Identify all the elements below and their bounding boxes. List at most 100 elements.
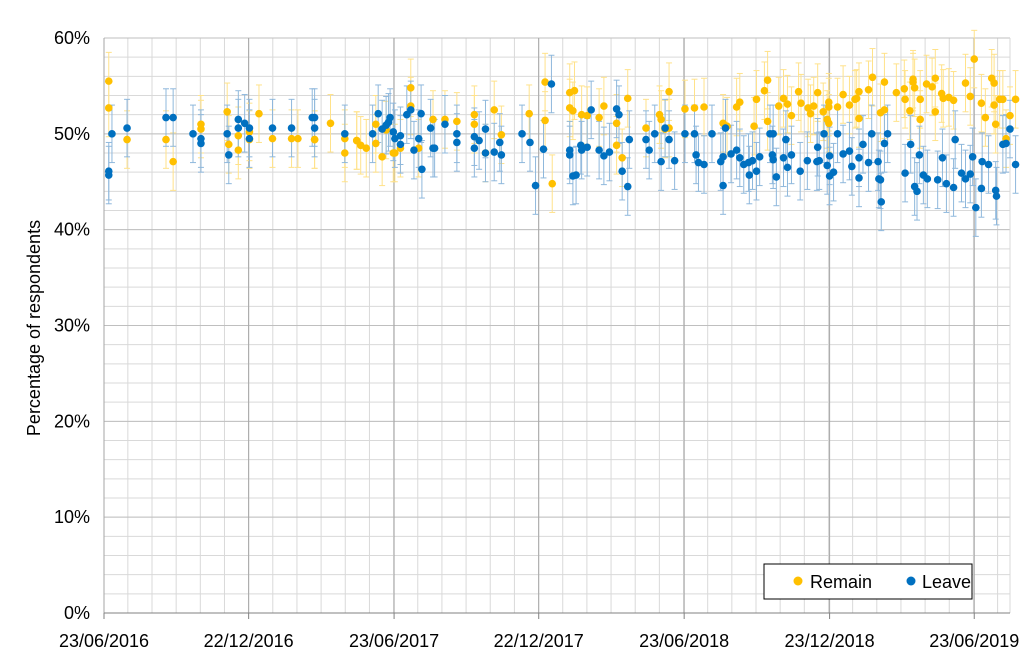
point-leave	[475, 136, 483, 145]
point-remain	[453, 117, 461, 126]
point-remain	[541, 78, 549, 86]
point-remain	[470, 110, 479, 119]
point-leave	[665, 135, 673, 144]
point-leave	[410, 146, 418, 154]
point-remain	[855, 87, 863, 96]
point-remain	[490, 106, 499, 114]
point-leave	[650, 130, 659, 138]
point-remain	[642, 124, 650, 132]
point-remain	[389, 149, 398, 157]
point-leave	[618, 167, 626, 176]
point-remain	[372, 120, 380, 129]
point-leave	[605, 148, 614, 156]
y-axis-title: Percentage of respondents	[24, 220, 44, 436]
point-remain	[852, 94, 861, 103]
point-remain	[892, 88, 901, 97]
point-leave	[645, 146, 653, 154]
point-leave	[490, 148, 499, 156]
point-leave	[992, 192, 1001, 200]
point-leave	[368, 130, 377, 138]
point-leave	[923, 175, 932, 183]
point-leave	[341, 130, 349, 138]
point-remain	[268, 134, 277, 143]
point-leave	[224, 151, 233, 159]
x-tick-label: 23/12/2018	[785, 631, 875, 651]
point-leave	[600, 152, 608, 160]
x-tick-label: 23/06/2016	[59, 631, 149, 651]
point-remain	[223, 107, 231, 116]
point-remain	[910, 84, 919, 92]
point-leave	[374, 109, 382, 118]
point-leave	[906, 140, 915, 149]
point-leave	[968, 153, 977, 161]
point-leave	[108, 130, 116, 138]
point-remain	[310, 135, 319, 144]
x-tick-label: 22/12/2017	[494, 631, 584, 651]
point-leave	[735, 153, 744, 162]
point-remain	[794, 87, 803, 96]
point-leave	[234, 124, 243, 132]
point-remain	[234, 146, 243, 154]
point-remain	[294, 134, 302, 143]
y-tick-label: 10%	[54, 507, 90, 527]
point-remain	[900, 84, 909, 93]
point-leave	[310, 113, 319, 122]
point-leave	[727, 150, 735, 158]
point-leave	[787, 151, 796, 159]
point-leave	[406, 106, 415, 114]
legend-label-leave: Leave	[922, 572, 971, 592]
point-remain	[774, 102, 783, 110]
point-leave	[690, 130, 699, 138]
point-remain	[657, 115, 665, 124]
point-remain	[525, 109, 533, 118]
point-leave	[539, 145, 548, 153]
point-leave	[245, 134, 254, 143]
point-remain	[990, 79, 998, 87]
point-leave	[748, 156, 757, 165]
point-leave	[565, 151, 574, 159]
point-leave	[938, 153, 947, 162]
point-leave	[855, 153, 863, 162]
point-remain	[104, 104, 113, 112]
point-leave	[595, 146, 603, 154]
point-leave	[796, 167, 804, 176]
point-leave	[426, 124, 435, 132]
point-remain	[981, 113, 990, 122]
point-leave	[978, 157, 986, 166]
point-remain	[665, 87, 673, 96]
point-remain	[809, 102, 818, 110]
point-remain	[880, 78, 889, 86]
point-remain	[909, 78, 917, 86]
point-leave	[877, 198, 886, 206]
point-remain	[565, 104, 574, 112]
point-leave	[123, 124, 131, 132]
x-tick-label: 22/12/2016	[204, 631, 294, 651]
point-remain	[864, 85, 873, 94]
point-leave	[708, 130, 716, 138]
point-leave	[197, 134, 205, 143]
point-leave	[915, 151, 924, 159]
point-leave	[518, 130, 526, 138]
point-leave	[396, 140, 405, 149]
point-leave	[661, 124, 669, 132]
point-leave	[414, 134, 423, 143]
point-leave	[839, 150, 847, 158]
point-remain	[169, 157, 177, 166]
point-remain	[839, 90, 847, 99]
point-leave	[782, 135, 790, 144]
point-remain	[362, 144, 371, 153]
point-remain	[787, 111, 796, 120]
point-remain	[949, 96, 958, 105]
point-remain	[623, 94, 632, 103]
point-remain	[378, 153, 386, 161]
point-remain	[681, 105, 689, 113]
point-leave	[732, 146, 741, 154]
point-remain	[813, 88, 822, 97]
point-leave	[745, 171, 754, 179]
legend-label-remain: Remain	[810, 572, 872, 592]
point-remain	[690, 104, 699, 112]
point-leave	[769, 155, 777, 164]
point-remain	[470, 120, 479, 129]
point-leave	[692, 151, 700, 159]
